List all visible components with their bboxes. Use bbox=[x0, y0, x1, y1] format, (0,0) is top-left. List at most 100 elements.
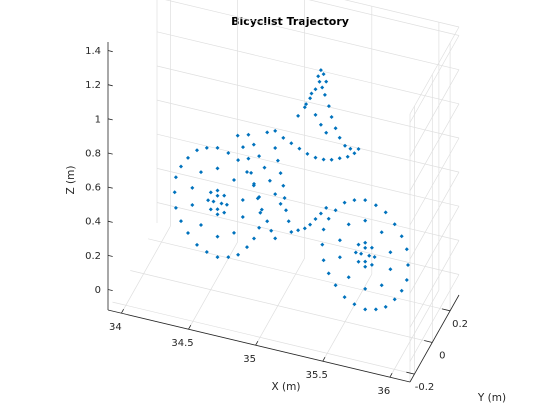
grid-line-side-z bbox=[409, 69, 460, 157]
y-tick bbox=[424, 340, 433, 343]
data-point bbox=[388, 250, 393, 255]
data-point bbox=[296, 113, 301, 118]
data-point bbox=[313, 217, 318, 221]
data-point bbox=[190, 185, 195, 190]
grid-line-back-z bbox=[156, 65, 460, 139]
y-tick bbox=[441, 308, 451, 312]
data-point bbox=[235, 133, 240, 138]
data-point bbox=[273, 128, 278, 133]
data-point bbox=[373, 307, 378, 312]
data-point bbox=[206, 198, 211, 203]
data-point bbox=[313, 155, 318, 160]
box-edge bbox=[344, 0, 460, 28]
data-point bbox=[333, 283, 338, 288]
data-point bbox=[186, 155, 190, 160]
data-point bbox=[309, 91, 314, 96]
data-point bbox=[215, 166, 220, 171]
data-point bbox=[267, 178, 272, 183]
data-point bbox=[173, 175, 178, 180]
data-point bbox=[215, 255, 220, 260]
data-point bbox=[363, 286, 368, 291]
data-point bbox=[284, 208, 288, 213]
data-point bbox=[324, 205, 329, 210]
data-point bbox=[222, 210, 227, 215]
grid-line-floor-y bbox=[112, 301, 415, 375]
data-point bbox=[211, 199, 216, 204]
z-tick bbox=[107, 186, 113, 189]
data-point bbox=[222, 193, 227, 198]
data-point bbox=[379, 283, 384, 288]
data-point bbox=[308, 222, 313, 227]
grid-line-floor-x bbox=[322, 274, 373, 362]
z-tick-label: 1.2 bbox=[85, 80, 101, 91]
data-point bbox=[204, 250, 209, 254]
data-point bbox=[399, 288, 404, 293]
data-point bbox=[275, 158, 280, 163]
data-point bbox=[352, 151, 357, 156]
data-point bbox=[208, 190, 213, 195]
data-point bbox=[329, 115, 334, 119]
x-axis-label: X (m) bbox=[272, 381, 301, 393]
data-point bbox=[262, 165, 267, 170]
data-point bbox=[383, 304, 388, 309]
data-point bbox=[342, 295, 347, 300]
data-point bbox=[317, 79, 322, 84]
data-point bbox=[259, 207, 264, 212]
data-point bbox=[346, 275, 351, 280]
data-point bbox=[404, 247, 409, 252]
y-tick-label: -0.2 bbox=[415, 382, 435, 393]
data-point bbox=[265, 130, 270, 135]
data-point bbox=[324, 79, 329, 84]
box-edge bbox=[409, 26, 460, 115]
data-point bbox=[241, 145, 245, 150]
grid-line-back-z bbox=[156, 202, 460, 275]
data-point bbox=[236, 158, 241, 163]
data-point bbox=[348, 146, 353, 151]
z-tick-label: 0.8 bbox=[85, 149, 101, 160]
z-tick-label: 0.2 bbox=[85, 251, 101, 262]
data-point bbox=[215, 188, 220, 193]
data-point bbox=[204, 145, 209, 150]
data-point bbox=[372, 255, 377, 259]
z-tick bbox=[107, 118, 113, 121]
data-point bbox=[246, 132, 251, 137]
data-point bbox=[282, 196, 287, 200]
data-point bbox=[269, 228, 274, 233]
data-point bbox=[215, 212, 220, 217]
data-point bbox=[404, 278, 409, 282]
data-point bbox=[363, 245, 368, 250]
data-point bbox=[320, 242, 325, 247]
data-point bbox=[324, 130, 329, 135]
x-tick bbox=[121, 309, 124, 314]
data-point bbox=[232, 178, 236, 182]
data-point bbox=[313, 112, 318, 117]
x-tick-label: 35.5 bbox=[306, 370, 328, 381]
data-point bbox=[302, 105, 307, 110]
grid-line-floor-y bbox=[130, 270, 433, 343]
data-point bbox=[273, 192, 278, 197]
data-point bbox=[308, 96, 313, 101]
data-point bbox=[383, 210, 388, 215]
data-point bbox=[373, 203, 378, 208]
data-point bbox=[322, 92, 327, 97]
z-tick-label: 1 bbox=[95, 114, 101, 125]
grid-line-back-z bbox=[156, 31, 460, 105]
z-tick bbox=[107, 255, 113, 257]
data-point bbox=[321, 72, 326, 77]
data-point bbox=[337, 135, 342, 140]
data-point bbox=[257, 154, 262, 159]
data-point bbox=[304, 102, 309, 107]
z-tick bbox=[107, 152, 113, 155]
data-point bbox=[326, 216, 331, 221]
data-point bbox=[278, 171, 283, 176]
data-point bbox=[363, 198, 368, 203]
data-point bbox=[258, 210, 263, 215]
grid-line-floor-y bbox=[148, 238, 451, 312]
data-point bbox=[345, 154, 350, 159]
data-point bbox=[367, 253, 372, 258]
data-point bbox=[199, 223, 203, 227]
grid-line-side-z bbox=[409, 171, 460, 260]
data-point bbox=[236, 252, 241, 257]
data-point bbox=[199, 170, 203, 175]
